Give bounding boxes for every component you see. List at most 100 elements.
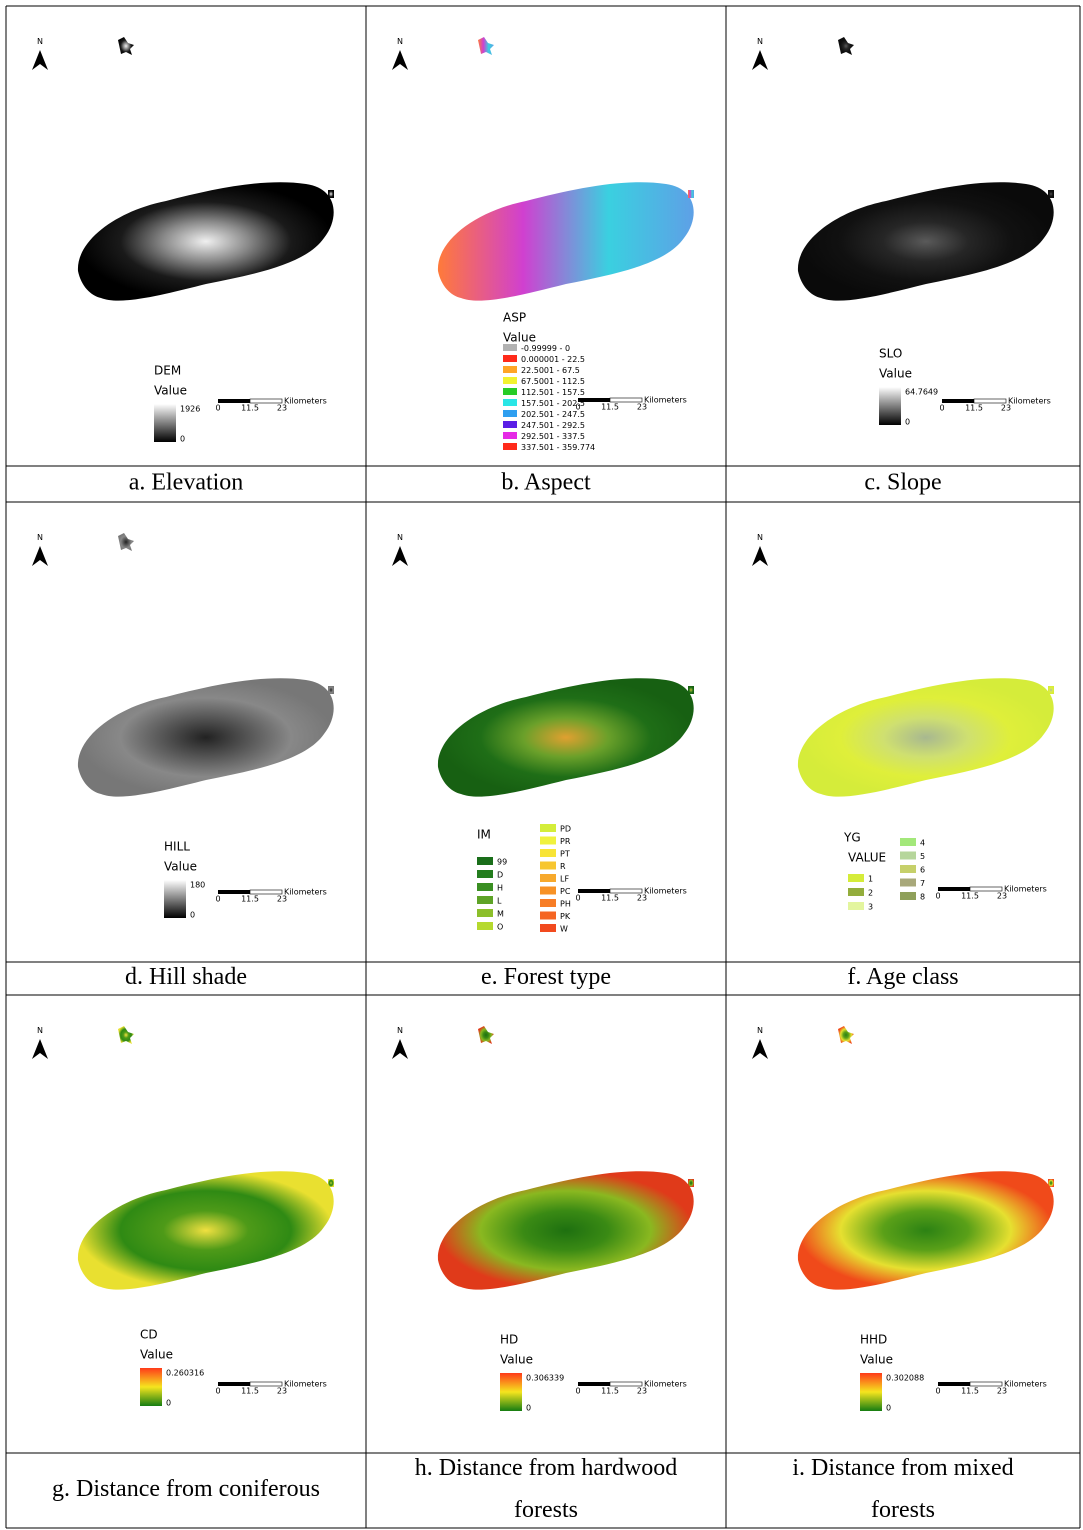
north-label: N — [397, 37, 403, 46]
legend-swatch — [503, 344, 517, 351]
legend-low: 0 — [190, 911, 195, 920]
legend-swatch — [503, 377, 517, 384]
north-arrow — [752, 50, 768, 70]
legend-title: YG — [843, 831, 861, 845]
scale-unit: Kilometers — [644, 396, 687, 405]
scale-unit: Kilometers — [644, 887, 687, 896]
caption: a. Elevation — [129, 470, 244, 496]
legend-label: R — [560, 862, 566, 871]
caption: e. Forest type — [481, 964, 611, 990]
islet — [118, 533, 134, 551]
legend-label: 6 — [920, 866, 925, 875]
legend-swatch — [540, 899, 556, 907]
legend-swatch — [848, 902, 864, 910]
north-label: N — [37, 1026, 43, 1035]
legend-swatch — [503, 443, 517, 450]
north-arrow — [752, 546, 768, 566]
legend-label: 292.501 - 337.5 — [521, 432, 585, 441]
scale-label: 0 — [935, 892, 940, 901]
scale-label: 11.5 — [601, 403, 619, 412]
legend-swatch — [503, 432, 517, 439]
legend-ramp — [500, 1373, 522, 1411]
scale-label: 11.5 — [961, 892, 979, 901]
scale-bar — [578, 398, 610, 402]
scale-bar — [942, 399, 974, 403]
scale-bar — [610, 398, 642, 402]
legend-label: 0.000001 - 22.5 — [521, 355, 585, 364]
scale-bar — [610, 1382, 642, 1386]
islet — [1048, 190, 1054, 198]
legend-title: DEM — [154, 364, 181, 378]
legend-ramp — [879, 387, 901, 425]
legend-label: 8 — [920, 893, 925, 902]
legend-swatch — [477, 909, 493, 917]
north-arrow — [752, 1039, 768, 1059]
legend-swatch — [540, 862, 556, 870]
islet — [688, 686, 694, 694]
legend-swatch — [503, 388, 517, 395]
legend-swatch — [477, 857, 493, 865]
legend-label: O — [497, 923, 503, 932]
scale-label: 0 — [215, 895, 220, 904]
caption: f. Age class — [847, 964, 958, 990]
legend-subtitle: VALUE — [848, 851, 886, 865]
legend-high: 0.306339 — [526, 1374, 564, 1383]
legend-label: M — [497, 910, 504, 919]
scale-bar — [218, 399, 250, 403]
legend-swatch — [900, 892, 916, 900]
caption: h. Distance from hardwood — [415, 1455, 678, 1481]
scale-label: 0 — [935, 1387, 940, 1396]
legend-subtitle: Value — [503, 331, 536, 345]
scale-bar — [250, 399, 282, 403]
scale-bar — [970, 887, 1002, 891]
legend-label: 247.501 - 292.5 — [521, 421, 585, 430]
legend-subtitle: Value — [154, 384, 187, 398]
islet — [328, 190, 334, 198]
scale-bar — [610, 889, 642, 893]
legend-label: 3 — [868, 903, 873, 912]
legend-swatch — [503, 399, 517, 406]
islet — [838, 1026, 854, 1044]
north-label: N — [37, 37, 43, 46]
islet — [328, 1179, 334, 1187]
scale-unit: Kilometers — [284, 888, 327, 897]
caption: b. Aspect — [501, 470, 591, 496]
scale-bar — [578, 889, 610, 893]
scale-bar — [218, 1382, 250, 1386]
scale-label: 0 — [939, 404, 944, 413]
legend-title: HILL — [164, 840, 190, 854]
north-label: N — [757, 533, 763, 542]
legend-label: 1 — [868, 875, 873, 884]
legend-swatch — [503, 421, 517, 428]
islet — [838, 37, 854, 55]
legend-subtitle: Value — [500, 1353, 533, 1367]
scale-label: 11.5 — [601, 894, 619, 903]
legend-swatch — [477, 883, 493, 891]
north-arrow — [392, 50, 408, 70]
legend-swatch — [848, 874, 864, 882]
scale-label: 0 — [575, 1387, 580, 1396]
legend-swatch — [540, 874, 556, 882]
legend-ramp — [164, 880, 186, 918]
scale-label: 11.5 — [601, 1387, 619, 1396]
north-arrow — [32, 50, 48, 70]
legend-label: 112.501 - 157.5 — [521, 388, 585, 397]
legend-label: -0.99999 - 0 — [521, 344, 570, 353]
caption: d. Hill shade — [125, 964, 247, 990]
islet — [478, 37, 494, 55]
caption: c. Slope — [864, 470, 941, 496]
legend-label: LF — [560, 875, 569, 884]
islet — [478, 1026, 494, 1044]
legend-low: 0 — [166, 1399, 171, 1408]
legend-swatch — [540, 849, 556, 857]
scale-label: 0 — [215, 1387, 220, 1396]
island — [438, 182, 694, 300]
legend-label: 5 — [920, 852, 925, 861]
legend-low: 0 — [526, 1404, 531, 1413]
islet — [118, 1026, 134, 1044]
island — [438, 1171, 694, 1289]
legend-label: PK — [560, 912, 571, 921]
map-panel: NHHDValue0.3020880011.523Kilometers — [752, 1026, 1054, 1413]
